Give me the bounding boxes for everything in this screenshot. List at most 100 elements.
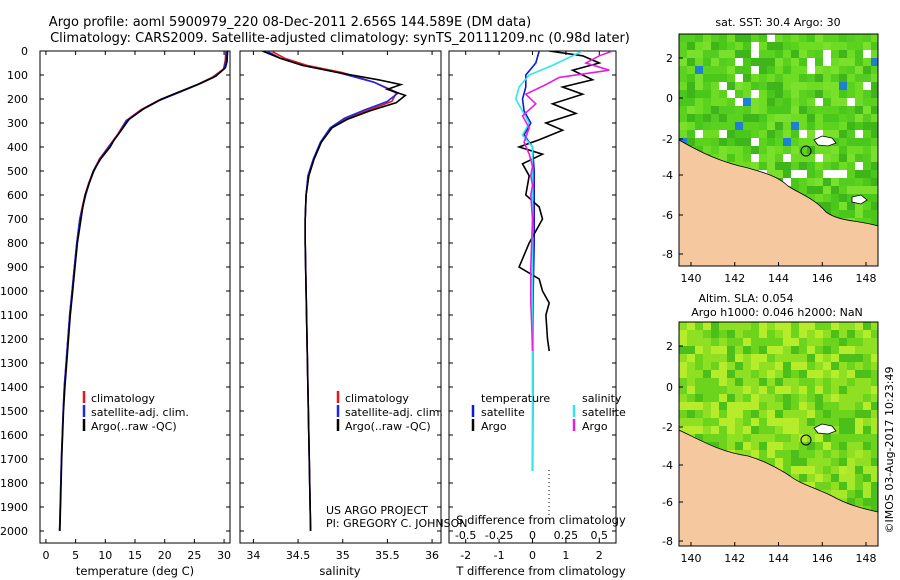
- field-cell: [871, 42, 878, 50]
- field-cell: [815, 146, 823, 154]
- field-cell: [743, 74, 751, 82]
- field-cell: [687, 106, 695, 114]
- x-tick-label: 34: [246, 549, 260, 562]
- field-cell: [695, 418, 703, 426]
- field-cell: [799, 466, 807, 474]
- field-cell: [767, 378, 775, 386]
- x-tick-label: 25: [187, 549, 201, 562]
- field-cell: [703, 338, 711, 346]
- field-cell: [679, 90, 687, 98]
- field-cell: [759, 370, 767, 378]
- field-cell: [871, 194, 878, 202]
- field-cell: [831, 466, 839, 474]
- field-cell: [727, 346, 735, 354]
- field-cell: [799, 146, 807, 154]
- field-cell: [863, 394, 871, 402]
- field-cell: [855, 474, 863, 482]
- field-cell: [823, 202, 831, 210]
- field-cell: [799, 74, 807, 82]
- field-cell: [839, 106, 847, 114]
- field-cell: [751, 426, 759, 434]
- field-cell: [839, 330, 847, 338]
- field-cell: [719, 346, 727, 354]
- field-cell: [743, 106, 751, 114]
- field-cell: [751, 322, 759, 330]
- field-cell: [695, 386, 703, 394]
- s-tick-label: -0.25: [485, 529, 513, 542]
- field-cell: [695, 106, 703, 114]
- field-cell: [751, 130, 759, 138]
- field-cell: [767, 346, 775, 354]
- field-cell: [695, 426, 703, 434]
- field-cell: [783, 378, 791, 386]
- field-cell: [695, 34, 703, 42]
- field-cell: [839, 458, 847, 466]
- field-cell: [679, 354, 687, 362]
- field-cell: [863, 170, 871, 178]
- field-cell: [703, 434, 711, 442]
- field-cell: [759, 378, 767, 386]
- field-cell: [799, 130, 807, 138]
- field-cell: [807, 466, 815, 474]
- field-cell: [831, 394, 839, 402]
- field-cell: [767, 338, 775, 346]
- field-cell: [719, 74, 727, 82]
- field-cell: [703, 346, 711, 354]
- field-cell: [695, 338, 703, 346]
- field-cell: [759, 442, 767, 450]
- field-cell: [839, 354, 847, 362]
- field-cell: [743, 82, 751, 90]
- field-cell: [863, 66, 871, 74]
- field-cell: [735, 82, 743, 90]
- field-cell: [751, 410, 759, 418]
- field-cell: [847, 74, 855, 82]
- field-cell: [823, 194, 831, 202]
- field-cell: [871, 218, 878, 226]
- legend-label-argo: Argo(..raw -QC): [91, 420, 177, 433]
- field-cell: [871, 322, 878, 330]
- field-cell: [815, 74, 823, 82]
- field-cell: [695, 130, 703, 138]
- field-cell: [719, 410, 727, 418]
- field-cell: [863, 450, 871, 458]
- field-cell: [743, 122, 751, 130]
- field-cell: [815, 442, 823, 450]
- field-cell: [735, 154, 743, 162]
- field-cell: [775, 98, 783, 106]
- field-cell: [839, 138, 847, 146]
- field-cell: [855, 410, 863, 418]
- field-cell: [839, 186, 847, 194]
- s-tick-label: 0: [529, 529, 536, 542]
- field-cell: [823, 162, 831, 170]
- field-cell: [839, 114, 847, 122]
- field-cell: [815, 34, 823, 42]
- field-cell: [727, 50, 735, 58]
- map-x-tick-label: 140: [681, 272, 702, 285]
- field-cell: [711, 82, 719, 90]
- field-cell: [743, 346, 751, 354]
- field-cell: [847, 50, 855, 58]
- field-cell: [775, 82, 783, 90]
- field-cell: [735, 66, 743, 74]
- field-cell: [847, 434, 855, 442]
- field-cell: [775, 66, 783, 74]
- s-tick-label: 0.25: [554, 529, 579, 542]
- field-cell: [831, 458, 839, 466]
- field-cell: [703, 378, 711, 386]
- field-cell: [807, 90, 815, 98]
- field-cell: [783, 90, 791, 98]
- field-cell: [863, 338, 871, 346]
- y-tick-label: 300: [7, 117, 28, 130]
- field-cell: [767, 66, 775, 74]
- field-cell: [719, 34, 727, 42]
- field-cell: [863, 426, 871, 434]
- field-cell: [863, 178, 871, 186]
- temperature-panel: 0100200300400500600700800900100011001200…: [0, 45, 231, 578]
- field-cell: [791, 66, 799, 74]
- field-cell: [847, 130, 855, 138]
- field-cell: [847, 90, 855, 98]
- field-cell: [839, 194, 847, 202]
- field-cell: [775, 362, 783, 370]
- field-cell: [751, 442, 759, 450]
- field-cell: [711, 42, 719, 50]
